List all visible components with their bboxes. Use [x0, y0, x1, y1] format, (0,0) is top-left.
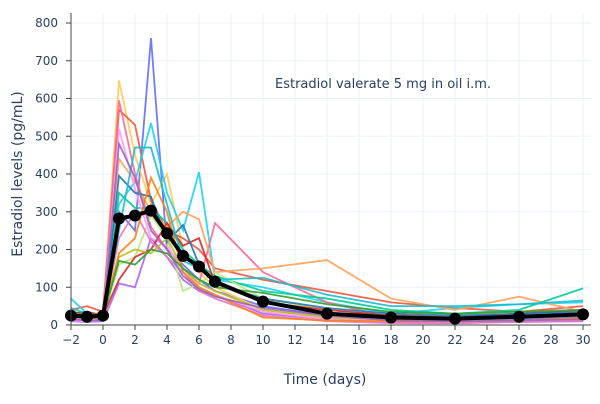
y-tick-label: 0: [50, 318, 58, 332]
x-tick-label: −2: [62, 333, 80, 347]
y-tick-label: 400: [35, 167, 58, 181]
mean-point: [449, 312, 461, 325]
x-tick-label: 12: [287, 333, 302, 347]
mean-point: [193, 260, 205, 273]
mean-series: [65, 204, 589, 325]
x-tick-label: 28: [543, 333, 558, 347]
x-tick-label: 16: [351, 333, 366, 347]
y-axis-label: Estradiol levels (pg/mL): [10, 91, 26, 257]
y-tick-label: 800: [35, 16, 58, 30]
x-tick-label: 4: [163, 333, 171, 347]
mean-point: [257, 295, 269, 308]
x-tick-label: 26: [511, 333, 526, 347]
mean-point: [113, 212, 125, 225]
x-tick-label: 0: [99, 333, 107, 347]
mean-point: [177, 249, 189, 262]
series-line: [70, 173, 584, 321]
x-tick-label: 24: [479, 333, 494, 347]
mean-point: [145, 204, 157, 217]
mean-point: [129, 209, 141, 222]
mean-line: [70, 208, 584, 321]
y-tick-label: 700: [35, 54, 58, 68]
mean-point: [209, 275, 221, 288]
x-tick-label: 14: [319, 333, 334, 347]
mean-point: [385, 311, 397, 324]
x-tick-label: 2: [131, 333, 139, 347]
x-tick-label: 18: [383, 333, 398, 347]
mean-point: [321, 307, 333, 320]
x-tick-label: 22: [447, 333, 462, 347]
y-tick-label: 200: [35, 243, 58, 257]
y-tick-label: 500: [35, 129, 58, 143]
series-line: [70, 140, 584, 323]
x-tick-label: 6: [195, 333, 203, 347]
y-tick-label: 300: [35, 205, 58, 219]
x-tick-label: 8: [227, 333, 235, 347]
x-tick-label: 30: [575, 333, 590, 347]
mean-point: [161, 227, 173, 240]
chart-annotation: Estradiol valerate 5 mg in oil i.m.: [275, 77, 491, 92]
axes: −2 0 2 4 6 8 10 12 14 16 18 20 22 24 26 28 3001002003004…: [35, 13, 591, 347]
x-tick-label: 10: [255, 333, 270, 347]
mean-point: [513, 310, 525, 323]
mean-point: [97, 309, 109, 322]
series-line: [70, 248, 584, 317]
y-tick-label: 100: [35, 280, 58, 294]
mean-point: [577, 308, 589, 321]
x-tick-label: 20: [415, 333, 430, 347]
y-tick-label: 600: [35, 92, 58, 106]
x-axis-label: Time (days): [283, 372, 367, 388]
mean-point: [81, 310, 93, 323]
